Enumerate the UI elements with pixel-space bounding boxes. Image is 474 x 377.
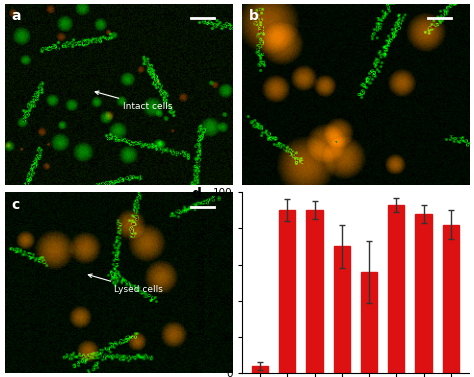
Text: c: c bbox=[11, 198, 20, 211]
Text: d: d bbox=[191, 187, 201, 201]
Bar bbox=[443, 225, 459, 373]
Y-axis label: Lysis efficiency / %: Lysis efficiency / % bbox=[197, 230, 207, 336]
Bar bbox=[415, 214, 432, 373]
Bar bbox=[252, 366, 268, 373]
Text: a: a bbox=[11, 9, 21, 23]
Bar bbox=[388, 205, 404, 373]
Bar bbox=[279, 210, 295, 373]
Text: Lysed cells: Lysed cells bbox=[88, 274, 163, 294]
Text: b: b bbox=[248, 9, 258, 23]
Bar bbox=[306, 210, 323, 373]
Text: Intact cells: Intact cells bbox=[95, 91, 173, 111]
Bar bbox=[361, 272, 377, 373]
Bar bbox=[334, 247, 350, 373]
